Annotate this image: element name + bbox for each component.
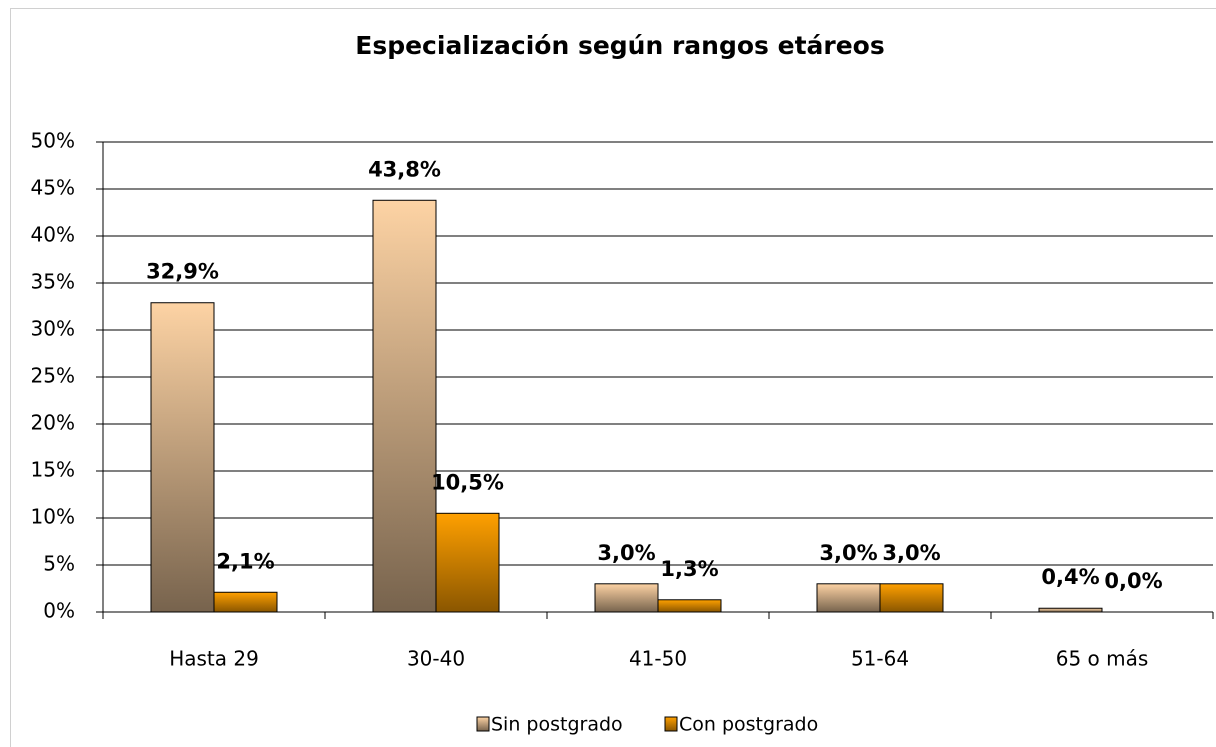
y-tick-label: 30% bbox=[31, 317, 75, 341]
value-label: 1,3% bbox=[660, 557, 718, 581]
legend-label: Con postgrado bbox=[679, 714, 818, 736]
bar bbox=[150, 302, 215, 613]
value-label: 0,0% bbox=[1104, 569, 1162, 593]
value-label: 43,8% bbox=[368, 157, 441, 181]
value-label: 32,9% bbox=[146, 260, 219, 284]
y-tick-label: 15% bbox=[31, 458, 75, 482]
bar bbox=[657, 599, 722, 613]
legend-label: Sin postgrado bbox=[491, 714, 623, 736]
bar bbox=[879, 583, 944, 613]
bar bbox=[816, 583, 881, 613]
chart-title: Especialización según rangos etáreos bbox=[355, 31, 885, 60]
y-tick-label: 25% bbox=[31, 364, 75, 388]
legend-swatch bbox=[664, 716, 678, 732]
y-tick-label: 45% bbox=[31, 176, 75, 200]
bar bbox=[372, 199, 437, 613]
y-tick-label: 40% bbox=[31, 223, 75, 247]
y-tick-label: 50% bbox=[31, 129, 75, 153]
value-label: 3,0% bbox=[597, 541, 655, 565]
legend-swatch bbox=[476, 716, 490, 732]
x-tick-label: 30-40 bbox=[407, 647, 465, 671]
y-tick-label: 10% bbox=[31, 505, 75, 529]
value-label: 0,4% bbox=[1041, 565, 1099, 589]
bar bbox=[1038, 607, 1103, 613]
value-label: 3,0% bbox=[819, 541, 877, 565]
y-tick-label: 35% bbox=[31, 270, 75, 294]
y-tick-label: 0% bbox=[43, 599, 75, 623]
x-tick-label: 65 o más bbox=[1056, 647, 1149, 671]
bar bbox=[435, 512, 500, 613]
bar bbox=[213, 591, 278, 613]
y-tick-label: 5% bbox=[43, 552, 75, 576]
value-label: 10,5% bbox=[431, 470, 504, 494]
value-label: 3,0% bbox=[882, 541, 940, 565]
bar bbox=[594, 583, 659, 613]
x-tick-label: 41-50 bbox=[629, 647, 687, 671]
x-tick-label: 51-64 bbox=[851, 647, 909, 671]
value-label: 2,1% bbox=[216, 549, 274, 573]
x-tick-label: Hasta 29 bbox=[169, 647, 259, 671]
y-tick-label: 20% bbox=[31, 411, 75, 435]
